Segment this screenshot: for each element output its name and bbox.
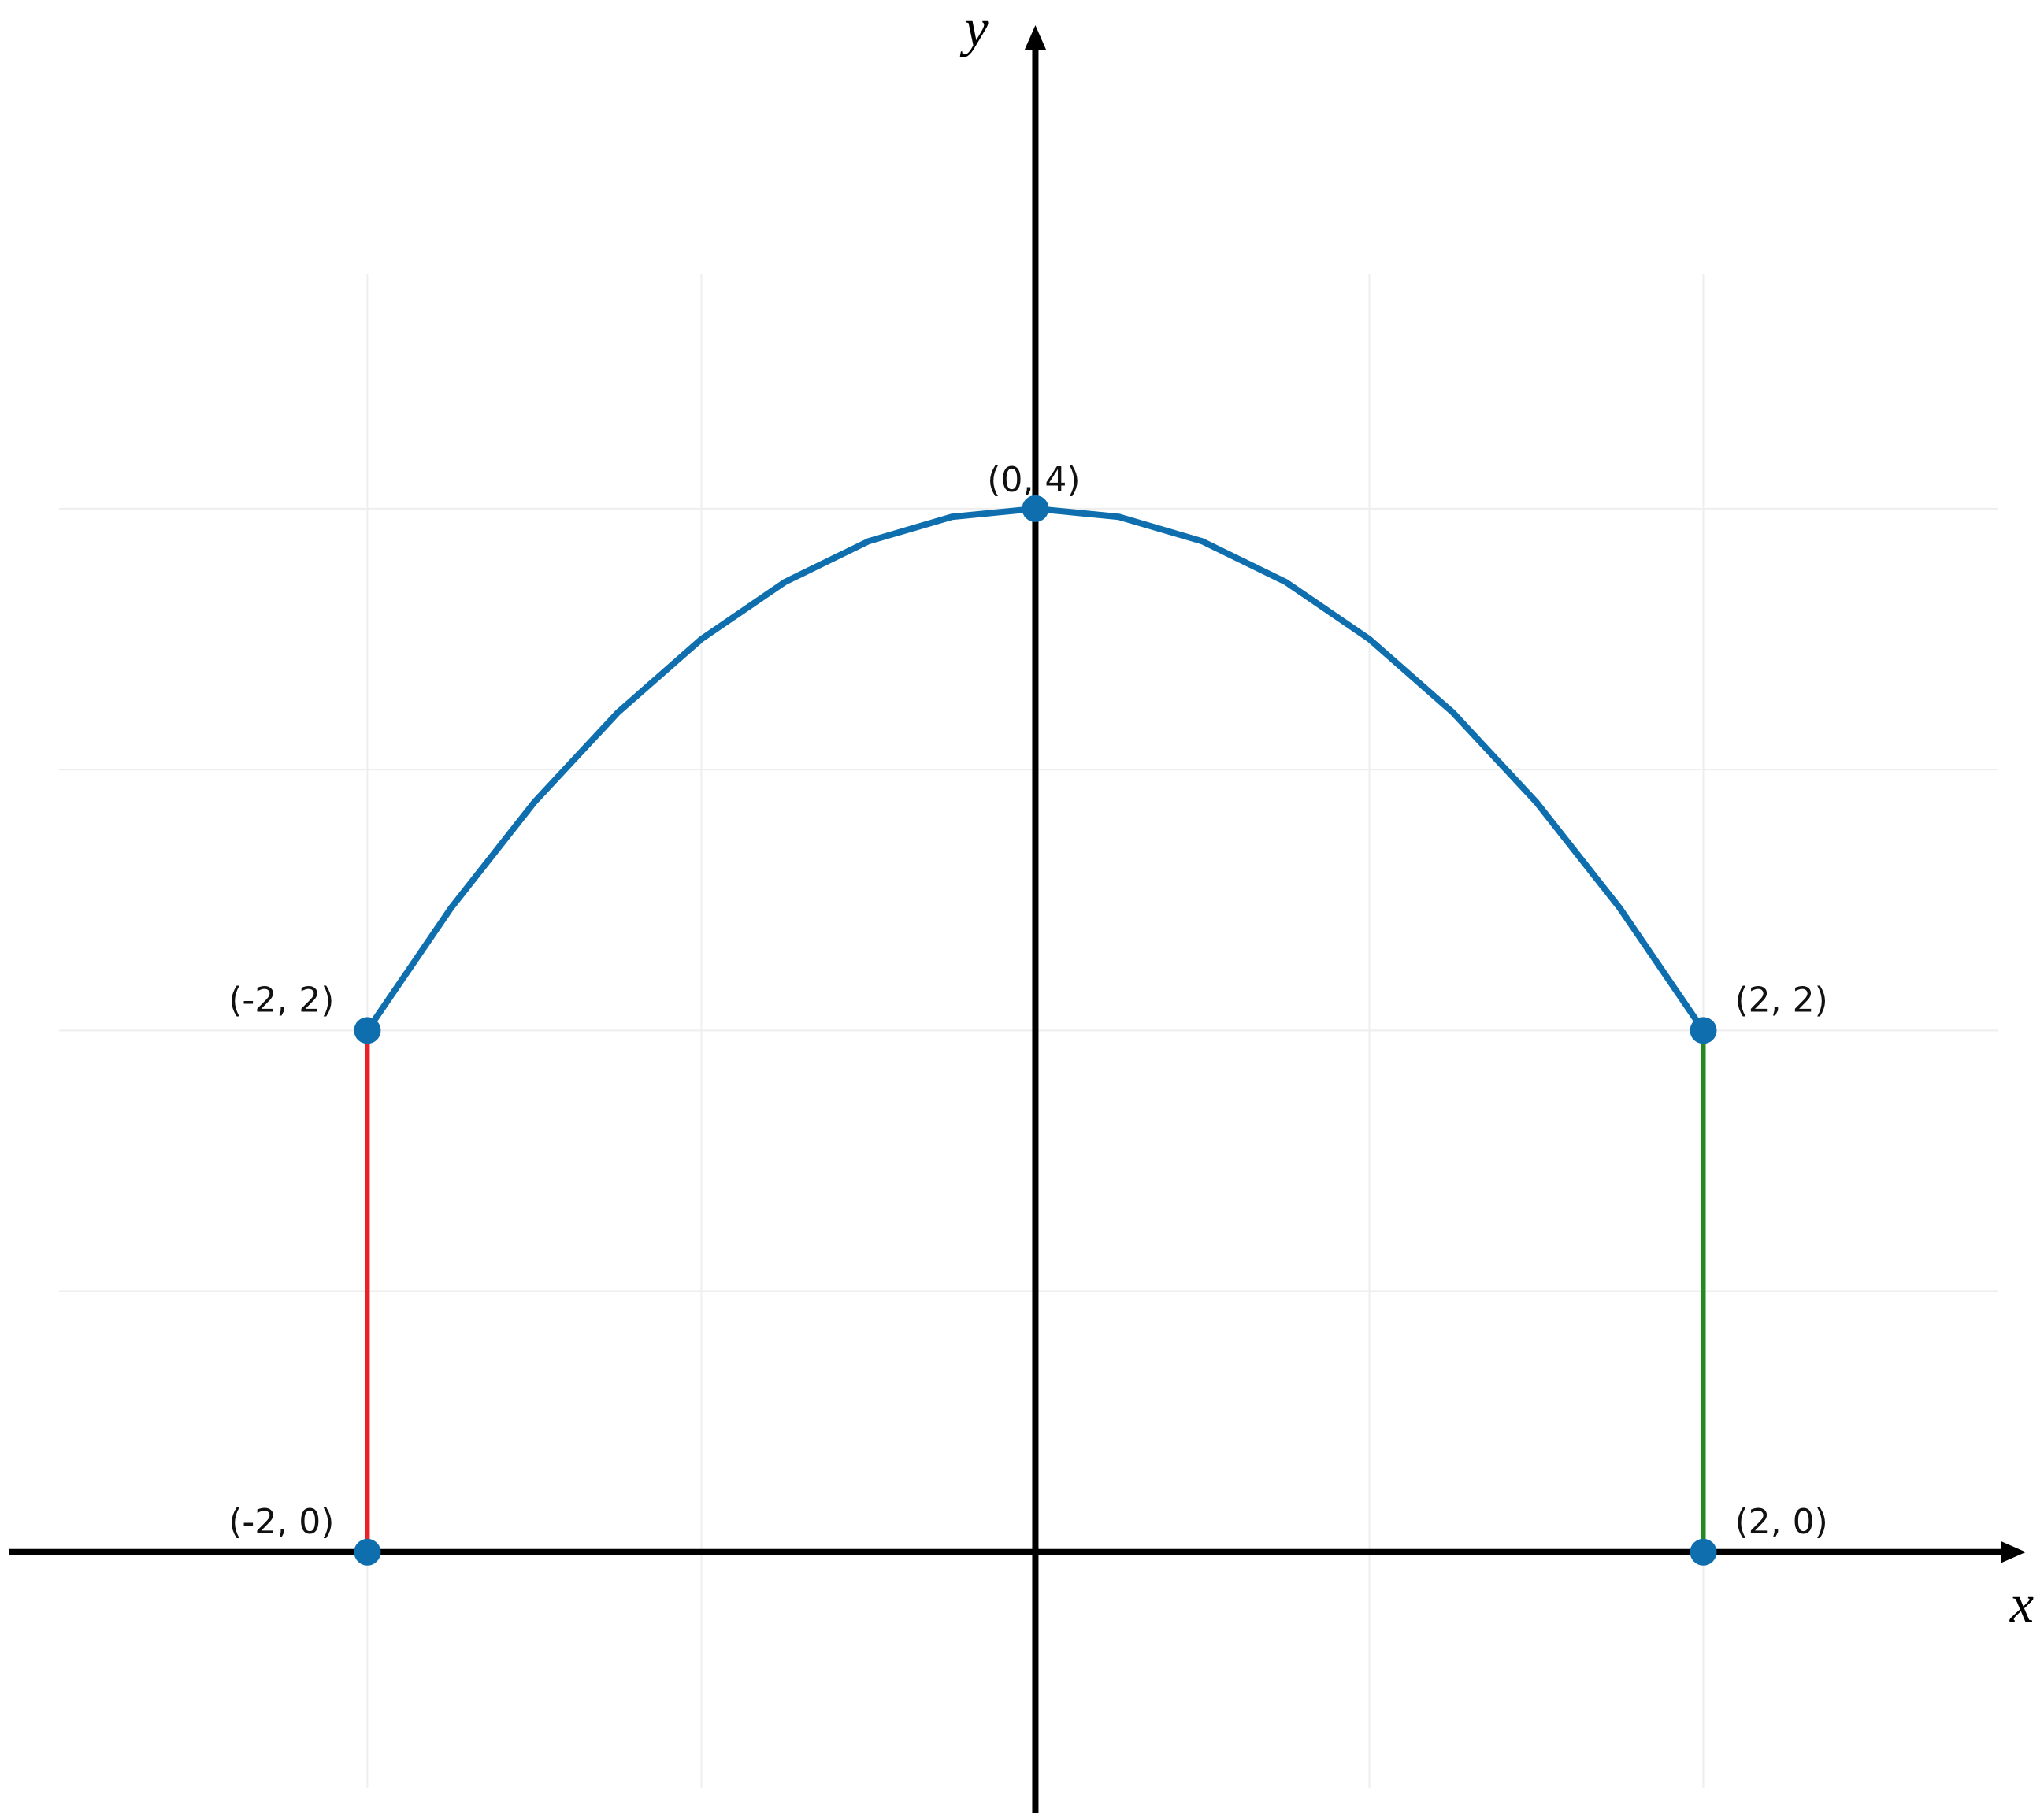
point (1022, 495, 1049, 522)
points: (-2, 2) (0, 4) (2, 2) (-2, 0) (2, 0) (228, 460, 1828, 1566)
y-axis-arrow (1024, 25, 1047, 50)
axes (9, 25, 2026, 1813)
point (354, 1017, 381, 1044)
point-label: (0, 4) (987, 460, 1080, 500)
point-label: (2, 2) (1735, 980, 1828, 1020)
x-axis-label: x (2009, 1574, 2034, 1633)
point (1690, 1538, 1717, 1566)
y-axis-label: y (959, 0, 989, 57)
point-label: (2, 0) (1735, 1502, 1828, 1542)
grid (59, 274, 1998, 1788)
x-axis-arrow (2001, 1540, 2026, 1563)
point (354, 1538, 381, 1566)
point-label: (-2, 2) (228, 980, 334, 1020)
point (1690, 1017, 1717, 1044)
point-label: (-2, 0) (228, 1502, 334, 1542)
